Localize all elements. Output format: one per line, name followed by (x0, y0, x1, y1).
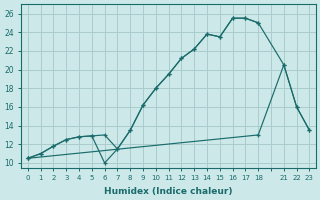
X-axis label: Humidex (Indice chaleur): Humidex (Indice chaleur) (104, 187, 233, 196)
